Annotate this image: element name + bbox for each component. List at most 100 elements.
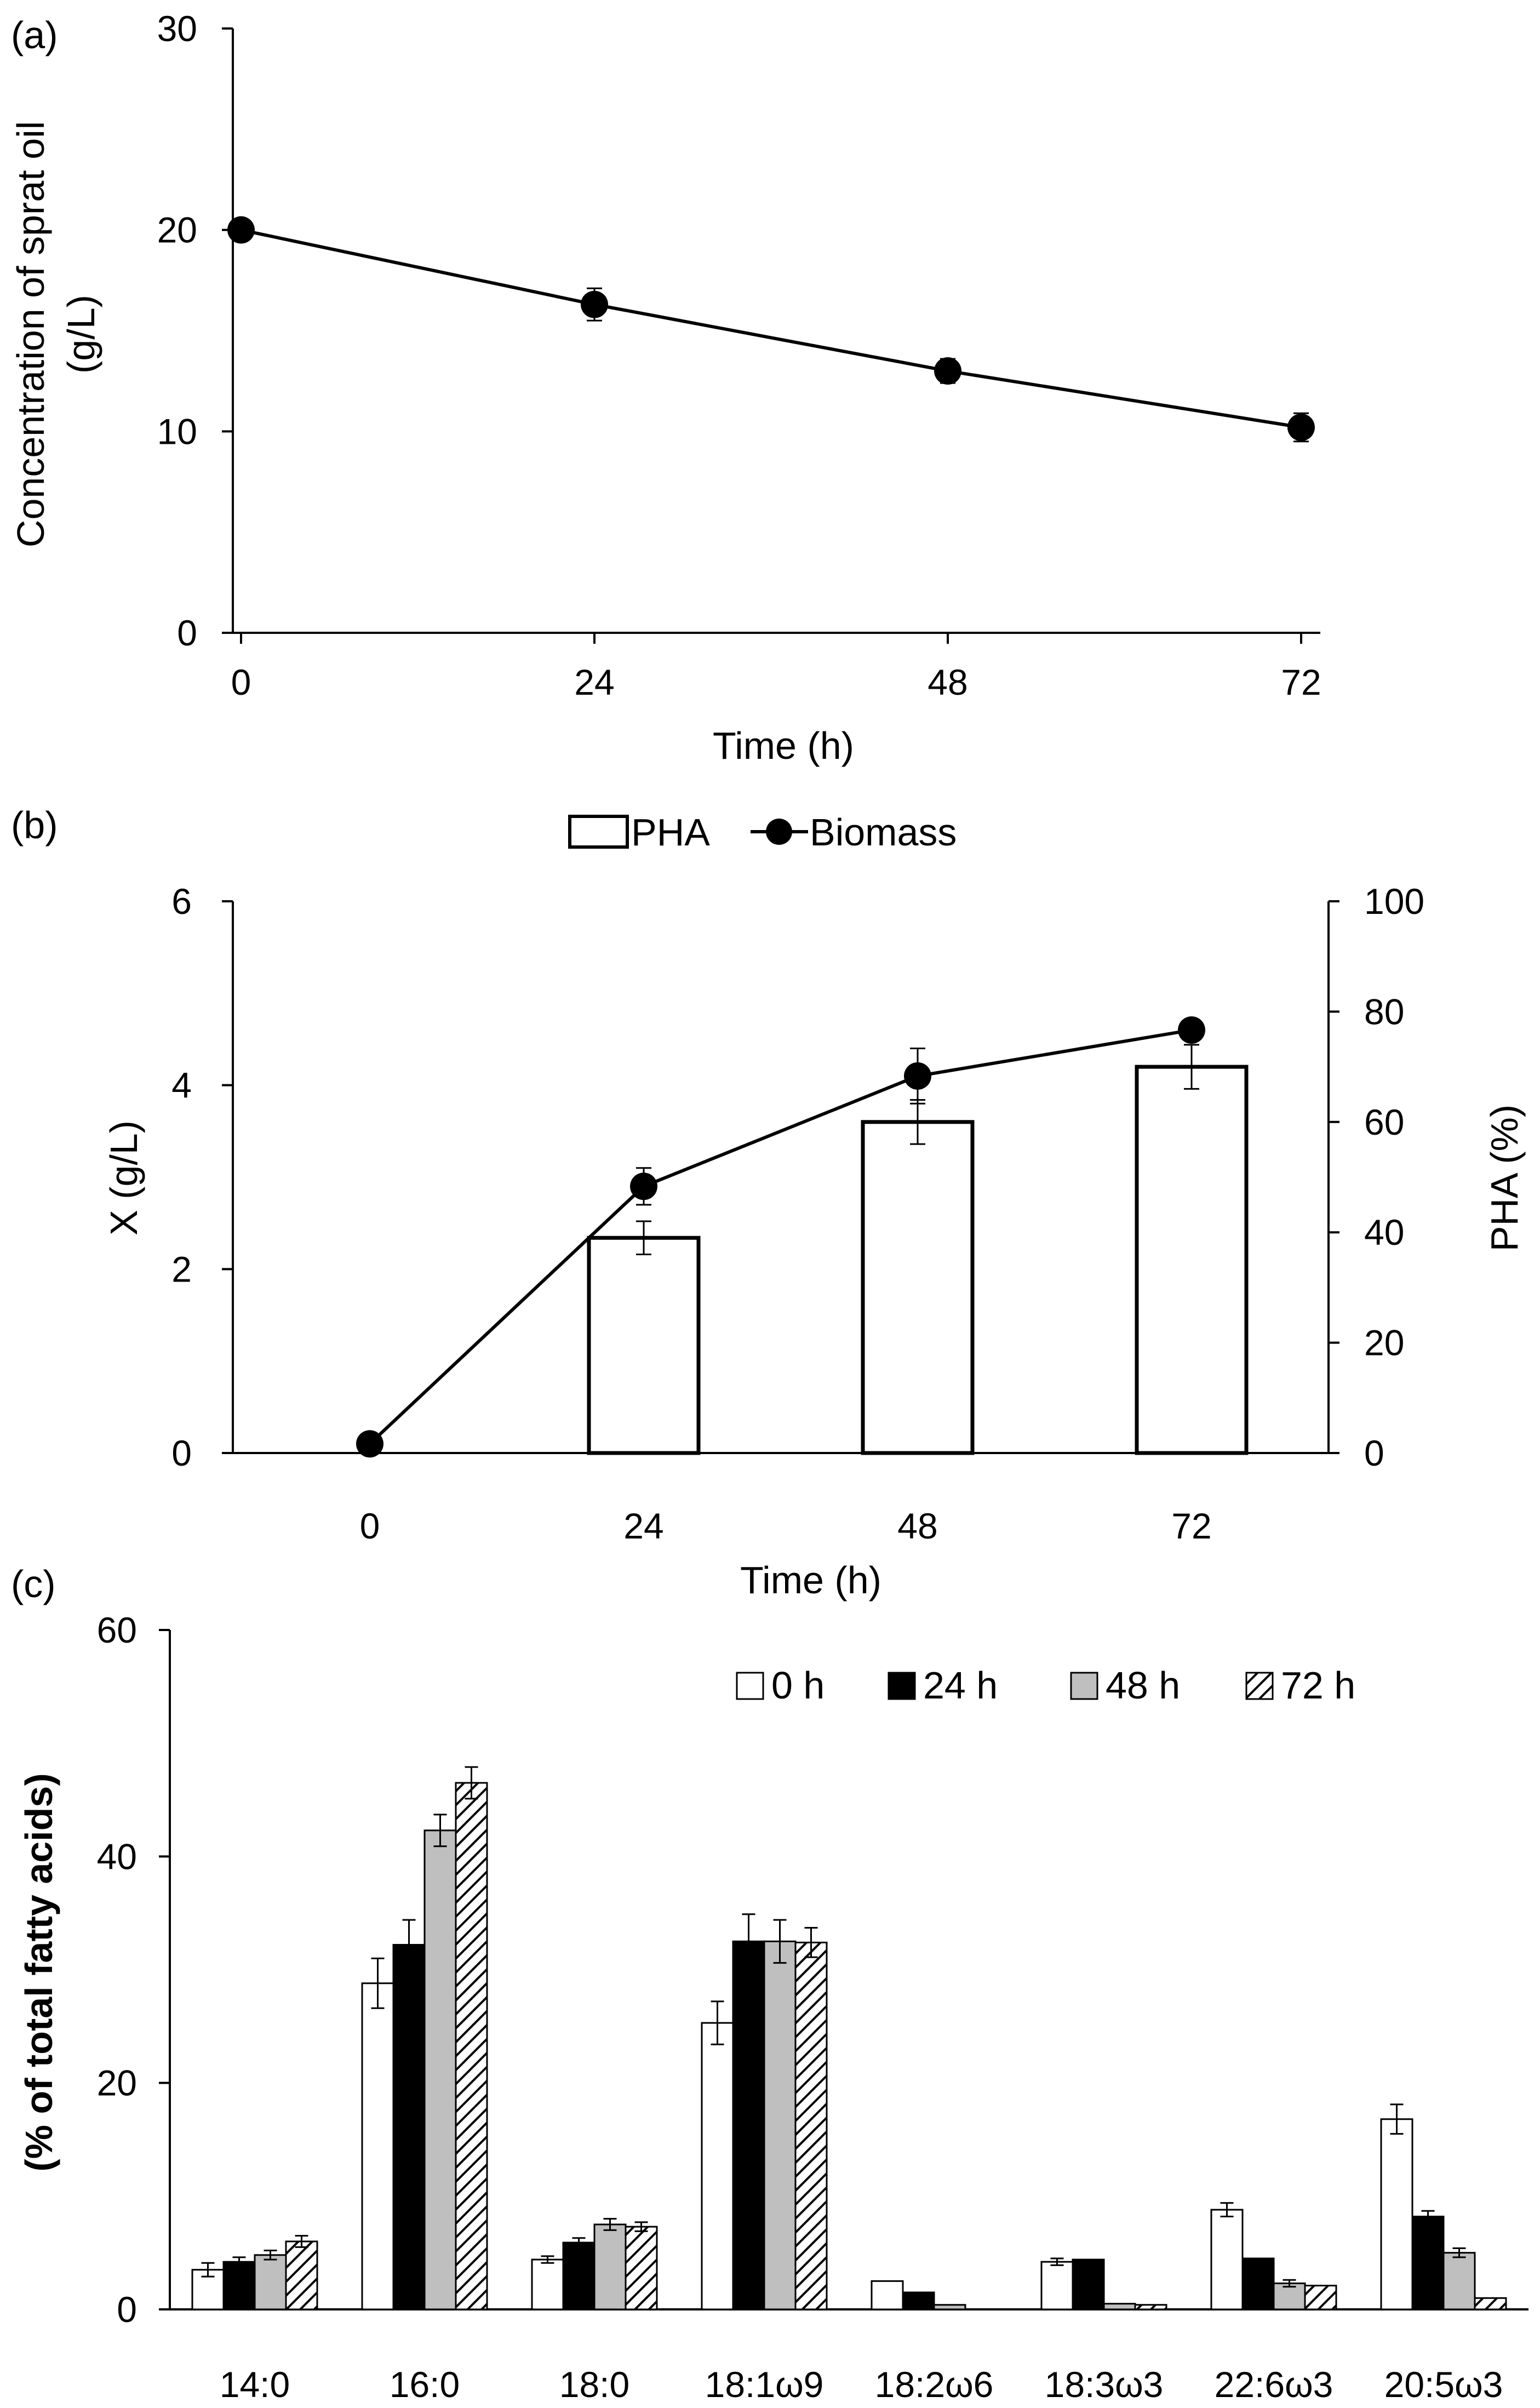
c-x-tick-label: 18:2ω6 <box>875 2364 994 2405</box>
c-x-tick-label: 22:6ω3 <box>1215 2364 1333 2405</box>
b-biomass-point <box>630 1172 657 1200</box>
b-line <box>356 1016 1205 1458</box>
c-bar <box>285 2240 318 2310</box>
b-left-y-tick-label: 0 <box>171 1433 192 1473</box>
a-y-ticks: 0 10 20 30 <box>157 8 233 653</box>
b-left-y-ticks: 0 2 4 6 <box>171 881 233 1473</box>
b-legend: PHA Biomass <box>568 811 957 854</box>
b-biomass-point <box>904 1062 931 1090</box>
b-left-y-tick-label: 4 <box>171 1065 192 1106</box>
panel-a-label: (a) <box>11 14 58 56</box>
c-bar <box>531 2258 564 2310</box>
b-right-y-axis-label: PHA (%) <box>1483 1105 1526 1251</box>
c-bar <box>1304 2285 1337 2310</box>
c-bar <box>1210 2209 1244 2310</box>
b-left-y-tick-label: 6 <box>171 881 192 922</box>
a-y-tick-label: 30 <box>157 8 197 49</box>
a-y-axis-label-line1: Concentration of sprat oil <box>9 121 52 547</box>
c-bar <box>1072 2258 1105 2310</box>
c-bar <box>455 1782 488 2310</box>
c-legend-label-72h: 72 h <box>1281 1664 1355 1707</box>
b-left-y-tick-label: 2 <box>171 1249 192 1289</box>
c-legend-label-0h: 0 h <box>771 1664 825 1707</box>
a-x-tick-label: 72 <box>1281 662 1321 702</box>
c-bar <box>871 2280 904 2310</box>
c-bar <box>254 2254 287 2310</box>
a-y-tick-label: 0 <box>177 613 197 653</box>
a-x-tick-label: 48 <box>928 662 967 702</box>
a-data-point <box>581 290 608 318</box>
c-y-axis-label: (% of total fatty acids) <box>18 1773 60 2171</box>
a-data-point <box>227 216 255 244</box>
b-x-tick-label: 24 <box>623 1506 663 1546</box>
a-y-axis-label-line2: (g/L) <box>60 295 102 374</box>
b-right-y-tick-label: 20 <box>1364 1323 1404 1363</box>
c-bar <box>763 1940 797 2310</box>
c-legend: 0 h 24 h 48 h 72 h <box>736 1664 1355 1707</box>
c-bar <box>392 1944 426 2310</box>
a-x-ticks: 0 24 48 72 <box>231 633 1321 702</box>
c-legend-label-48h: 48 h <box>1106 1664 1180 1707</box>
a-plot-area <box>227 216 1315 443</box>
b-x-tick-label: 48 <box>897 1506 937 1546</box>
c-bar <box>625 2226 658 2310</box>
b-right-y-tick-label: 40 <box>1364 1212 1404 1252</box>
panel-b-label: (b) <box>11 804 58 846</box>
c-x-tick-label: 18:0 <box>559 2364 629 2405</box>
c-y-ticks: 0 20 40 60 <box>97 1610 170 2330</box>
c-bar <box>1040 2261 1074 2310</box>
c-legend-swatch-24h <box>888 1672 916 1700</box>
c-x-ticks: 14:0 16:0 18:0 18:1ω9 18:2ω6 18:3ω3 22:6ω3 20:5… <box>220 2364 1503 2405</box>
c-x-tick-label: 14:0 <box>220 2364 290 2405</box>
panel-a: (a) 0 10 20 30 0 24 48 72 Concentration of spr… <box>9 8 1321 767</box>
b-pha-bar <box>587 1236 701 1455</box>
b-right-y-tick-label: 0 <box>1364 1433 1384 1473</box>
c-bar <box>562 2241 596 2310</box>
c-bar <box>794 1941 828 2310</box>
b-legend-biomass-marker <box>766 819 792 845</box>
c-bar <box>732 1940 765 2310</box>
b-left-y-axis-label: X (g/L) <box>102 1120 145 1236</box>
c-legend-swatch-72h <box>1245 1672 1274 1700</box>
c-bars <box>191 1766 1507 2310</box>
b-x-ticks: 0 24 48 72 <box>360 1506 1212 1546</box>
c-bar <box>423 1829 457 2310</box>
c-bar <box>361 1982 394 2310</box>
c-bar <box>701 2022 734 2310</box>
b-right-y-ticks: 0 20 40 60 80 100 <box>1329 881 1424 1473</box>
c-bar <box>593 2223 627 2310</box>
b-x-axis-label: Time (h) <box>740 1559 881 1601</box>
b-legend-pha-swatch <box>568 815 629 849</box>
a-x-tick-label: 24 <box>574 662 614 702</box>
a-data-point <box>1287 413 1315 441</box>
a-series-line <box>241 228 1302 429</box>
c-legend-swatch-48h <box>1070 1672 1098 1700</box>
c-legend-swatch-0h <box>736 1672 764 1700</box>
a-x-axis-label: Time (h) <box>713 724 854 767</box>
c-bar <box>222 2261 256 2310</box>
c-bar <box>1380 2118 1413 2310</box>
b-bars <box>587 1044 1249 1455</box>
c-bar <box>1103 2303 1136 2310</box>
b-right-y-tick-label: 80 <box>1364 991 1404 1032</box>
c-legend-label-24h: 24 h <box>923 1664 998 1707</box>
b-biomass-line <box>368 1028 1192 1445</box>
b-legend-biomass-label: Biomass <box>810 811 957 854</box>
a-y-tick-label: 20 <box>157 210 197 250</box>
a-x-tick-label: 0 <box>231 662 251 702</box>
c-bar <box>1241 2257 1275 2310</box>
c-x-tick-label: 16:0 <box>390 2364 460 2405</box>
b-biomass-point <box>356 1430 383 1458</box>
c-bar <box>1474 2297 1507 2310</box>
b-x-tick-label: 0 <box>360 1506 380 1546</box>
c-y-tick-label: 60 <box>97 1610 137 1650</box>
c-y-tick-label: 20 <box>97 2063 137 2103</box>
c-x-tick-label: 18:3ω3 <box>1045 2364 1164 2405</box>
a-data-point <box>934 357 961 385</box>
b-pha-bar <box>1135 1065 1249 1455</box>
c-bar <box>933 2304 966 2310</box>
c-y-tick-label: 0 <box>117 2289 137 2330</box>
b-legend-pha-label: PHA <box>631 811 710 854</box>
